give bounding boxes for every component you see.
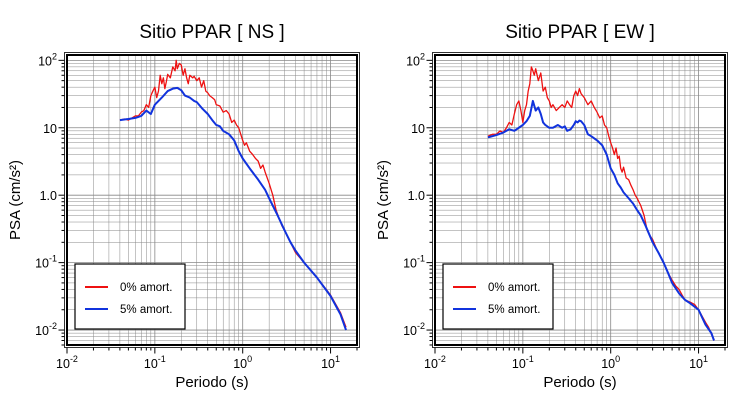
- plot-frame-outer: [432, 52, 728, 348]
- y-tick-label: 10: [43, 122, 57, 136]
- legend-label: 5% amort.: [488, 304, 540, 316]
- plot-frame: [434, 54, 726, 346]
- legend-label: 5% amort.: [120, 304, 172, 316]
- x-tick-label: 100: [233, 354, 252, 371]
- x-tick-label: 10-2: [56, 354, 78, 371]
- legend-box: [74, 263, 186, 330]
- legend: 0% amort. 5% amort.: [74, 263, 186, 330]
- series-line-blue: [487, 99, 715, 341]
- chart-ew: 10-2 10-1 100 101 10-2 10-1 1.0 10 102 Sitio PPAR…: [375, 22, 728, 391]
- y-tick-label: 102: [406, 51, 425, 68]
- y-axis-label: PSA (cm/s²): [7, 160, 24, 240]
- x-tick-label: 10-2: [424, 354, 446, 371]
- legend-box: [442, 263, 554, 330]
- ticks: [426, 59, 726, 354]
- y-tick-label: 1.0: [40, 189, 57, 203]
- x-tick-label: 101: [689, 354, 708, 371]
- series-line-blue: [119, 86, 347, 331]
- legend-label: 0% amort.: [120, 282, 172, 294]
- x-tick-label: 101: [321, 354, 340, 371]
- legend: 0% amort. 5% amort.: [442, 263, 554, 330]
- x-tick-label: 100: [601, 354, 620, 371]
- legend-label: 0% amort.: [488, 282, 540, 294]
- chart-title: Sitio PPAR [ NS ]: [139, 22, 284, 43]
- y-axis-label: PSA (cm/s²): [375, 160, 392, 240]
- x-axis-label: Periodo (s): [175, 374, 248, 391]
- series-group: [119, 59, 347, 331]
- y-tick-label: 10: [411, 122, 425, 136]
- chart-ns: 10-2 10-1 100 101 10-2 10-1 1.0 10 102 Sitio PPAR…: [7, 22, 360, 391]
- x-tick-label: 10-1: [512, 354, 534, 371]
- y-tick-label: 10-2: [35, 321, 57, 338]
- ticks: [58, 59, 358, 354]
- x-axis-label: Periodo (s): [543, 374, 616, 391]
- plot-frame: [66, 54, 358, 346]
- x-tick-label: 10-1: [144, 354, 166, 371]
- y-tick-label: 102: [38, 51, 57, 68]
- y-tick-label: 1.0: [408, 189, 425, 203]
- y-tick-label: 10-1: [403, 254, 425, 271]
- chart-title: Sitio PPAR [ EW ]: [505, 22, 655, 43]
- y-tick-label: 10-1: [35, 254, 57, 271]
- plot-frame-outer: [64, 52, 360, 348]
- y-tick-label: 10-2: [403, 321, 425, 338]
- series-line-red: [119, 59, 347, 328]
- series-group: [487, 66, 715, 341]
